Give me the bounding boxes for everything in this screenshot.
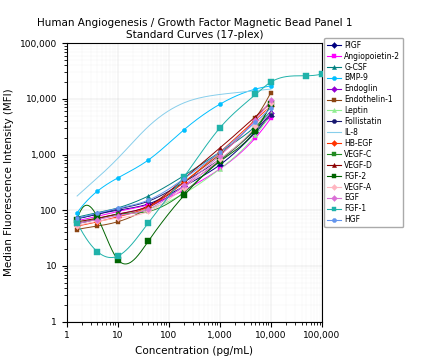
Title: Human Angiogenesis / Growth Factor Magnetic Bead Panel 1
Standard Curves (17-ple: Human Angiogenesis / Growth Factor Magne… xyxy=(37,18,352,40)
X-axis label: Concentration (pg/mL): Concentration (pg/mL) xyxy=(135,346,253,356)
Legend: PlGF, Angiopoietin-2, G-CSF, BMP-9, Endoglin, Endothelin-1, Leptin, Follistatin,: PlGF, Angiopoietin-2, G-CSF, BMP-9, Endo… xyxy=(325,38,403,227)
Y-axis label: Median Fluorescence Intensity (MFI): Median Fluorescence Intensity (MFI) xyxy=(4,89,14,276)
